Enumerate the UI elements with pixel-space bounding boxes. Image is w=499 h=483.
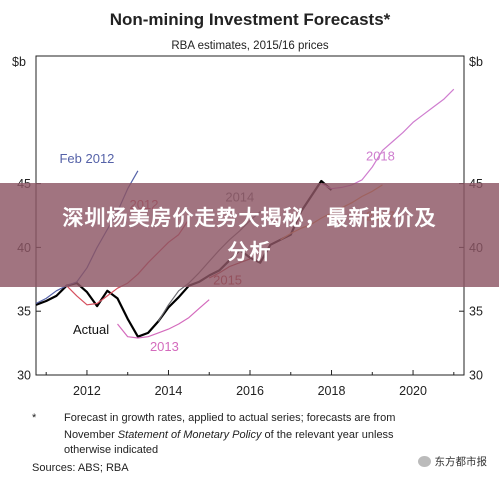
x-tick-label: 2014 [155, 384, 183, 398]
x-tick-label: 2016 [236, 384, 264, 398]
watermark: 东方都市报 [417, 454, 488, 469]
chart-title: Non-mining Investment Forecasts* [110, 10, 391, 29]
headline-text: 深圳杨美房价走势大揭秘，最新报价及分析 [62, 206, 437, 264]
watermark-text: 东方都市报 [434, 456, 488, 468]
series-label-2018: 2018 [366, 149, 395, 164]
footnote-line-2-post: of the relevant year unless [261, 429, 394, 441]
footnote-marker: * [32, 412, 37, 424]
series-line-2018 [321, 88, 455, 190]
sources-line: Sources: ABS; RBA [32, 462, 129, 474]
y-unit-right: $b [469, 55, 483, 69]
chart-subtitle: RBA estimates, 2015/16 prices [171, 40, 328, 52]
series-label-feb-2012: Feb 2012 [59, 151, 114, 166]
headline-overlay: 深圳杨美房价走势大揭秘，最新报价及分析 [0, 183, 499, 287]
y-unit-left: $b [12, 55, 26, 69]
wechat-icon [417, 456, 431, 467]
y-tick-label-right: 35 [469, 305, 483, 319]
footnote-line-2-pre: November [64, 429, 118, 441]
series-label-actual: Actual [73, 322, 109, 337]
series-label-2013: 2013 [150, 339, 179, 354]
footnote-line-2: November Statement of Monetary Policy of… [64, 429, 394, 441]
footnote-line-2-italic: Statement of Monetary Policy [118, 429, 263, 441]
x-tick-label: 2012 [73, 384, 101, 398]
x-tick-label: 2020 [399, 384, 427, 398]
y-tick-label-right: 30 [469, 369, 483, 383]
x-tick-label: 2018 [318, 384, 346, 398]
footnote-line-1: Forecast in growth rates, applied to act… [64, 412, 395, 424]
footnote-line-3: otherwise indicated [64, 444, 158, 456]
y-tick-label-left: 30 [17, 369, 31, 383]
y-tick-label-left: 35 [17, 305, 31, 319]
series-line-2013 [117, 299, 210, 339]
